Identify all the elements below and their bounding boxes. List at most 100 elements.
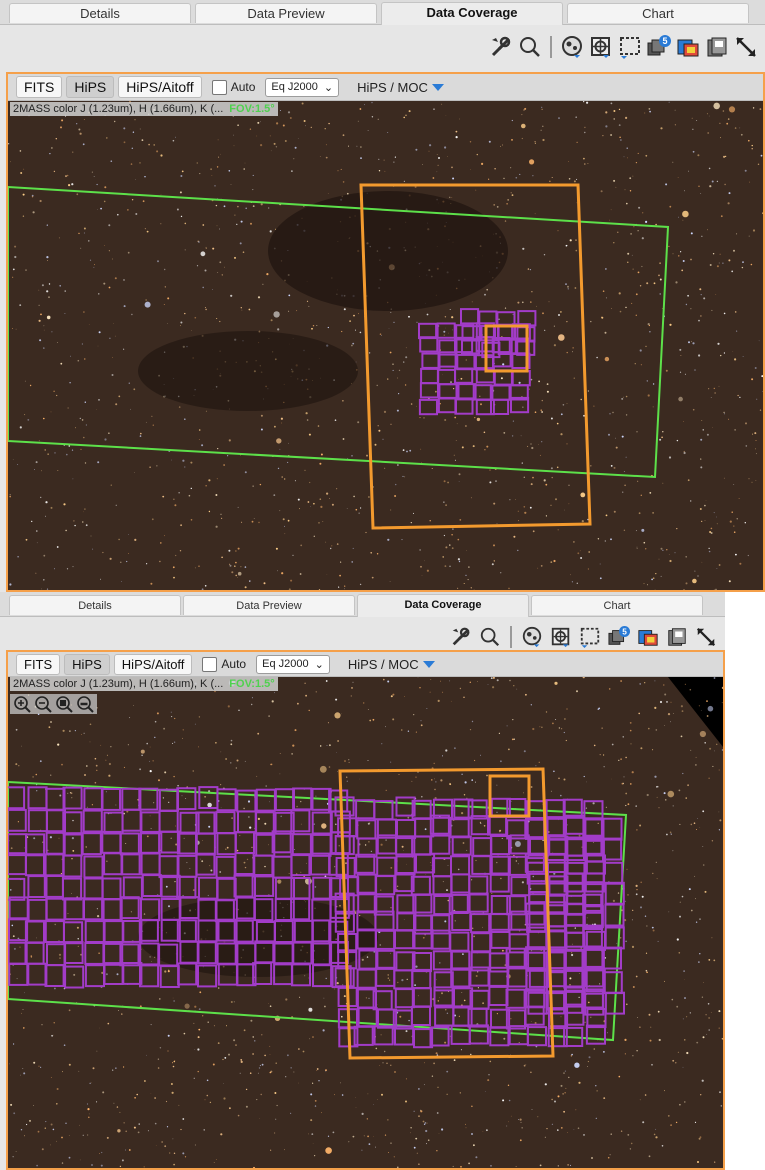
- star: [429, 520, 431, 522]
- zoom-in-icon[interactable]: [12, 695, 32, 713]
- hips-button[interactable]: HiPS: [66, 76, 115, 98]
- star: [81, 419, 84, 421]
- star: [165, 1100, 168, 1103]
- hips-button[interactable]: HiPS: [64, 653, 110, 675]
- color-icon[interactable]: [675, 34, 701, 60]
- selection-icon[interactable]: [617, 34, 643, 60]
- star: [257, 817, 260, 820]
- star: [208, 479, 211, 482]
- sky-viewer[interactable]: FITS HiPS HiPS/Aitoff Auto Eq J2000 ⌄ HiP…: [6, 650, 725, 1170]
- sky-viewer[interactable]: FITS HiPS HiPS/Aitoff Auto Eq J2000 ⌄ HiP…: [6, 72, 765, 592]
- caret-down-icon: [431, 83, 444, 91]
- hips-select-icon[interactable]: [519, 624, 545, 650]
- star: [684, 997, 686, 999]
- star: [458, 473, 461, 476]
- fits-button[interactable]: FITS: [16, 76, 63, 98]
- zoom-fit-icon[interactable]: [54, 695, 74, 713]
- checkbox-box[interactable]: [211, 79, 227, 95]
- auto-checkbox[interactable]: Auto: [211, 79, 255, 95]
- star: [291, 170, 293, 172]
- hips-aitoff-button[interactable]: HiPS/Aitoff: [113, 653, 193, 675]
- star: [43, 325, 45, 327]
- color-icon[interactable]: [635, 624, 661, 650]
- target-icon[interactable]: [588, 34, 614, 60]
- star: [164, 970, 167, 973]
- star: [150, 828, 152, 830]
- star: [660, 575, 662, 577]
- tab-details[interactable]: Details: [9, 595, 181, 615]
- coord-system-select[interactable]: Eq J2000 ⌄: [256, 654, 330, 674]
- star: [340, 1082, 341, 1084]
- moc-tile: [412, 893, 433, 914]
- sky-image[interactable]: [8, 101, 763, 592]
- star: [648, 108, 651, 110]
- tab-details[interactable]: Details: [9, 3, 191, 23]
- star: [435, 781, 437, 783]
- star: [635, 805, 637, 807]
- checkbox-box[interactable]: [202, 656, 218, 672]
- star: [27, 419, 30, 421]
- hips-moc-menu[interactable]: HiPS / MOC: [348, 657, 435, 672]
- star: [268, 844, 269, 846]
- fits-button[interactable]: FITS: [16, 653, 61, 675]
- star: [32, 776, 34, 778]
- layers-icon[interactable]: 5: [646, 34, 672, 60]
- star: [161, 1141, 163, 1143]
- star: [198, 1028, 201, 1031]
- zoom-icon[interactable]: [517, 34, 543, 60]
- moc-tile: [83, 855, 104, 879]
- tab-data-preview[interactable]: Data Preview: [183, 595, 355, 615]
- star: [637, 480, 639, 482]
- zoom-icon[interactable]: [477, 624, 503, 650]
- sky-image[interactable]: [8, 677, 723, 1170]
- star: [459, 1092, 461, 1094]
- star: [706, 1033, 708, 1035]
- star: [347, 192, 349, 195]
- star: [294, 729, 297, 732]
- star: [442, 374, 443, 376]
- selection-icon[interactable]: [577, 624, 603, 650]
- star: [316, 1068, 319, 1070]
- zoom-fill-icon[interactable]: [75, 695, 95, 713]
- tab-data-preview[interactable]: Data Preview: [195, 3, 377, 23]
- star: [305, 125, 306, 127]
- star: [678, 952, 681, 954]
- star: [556, 466, 559, 469]
- expand-icon[interactable]: [693, 624, 719, 650]
- tab-data-coverage[interactable]: Data Coverage: [381, 2, 563, 25]
- auto-checkbox[interactable]: Auto: [202, 656, 246, 672]
- star: [237, 506, 239, 508]
- star: [223, 205, 226, 208]
- star: [351, 455, 353, 457]
- star: [380, 1034, 382, 1036]
- save-icon[interactable]: [704, 34, 730, 60]
- star: [130, 911, 132, 913]
- star: [38, 440, 40, 442]
- star: [212, 1063, 215, 1066]
- star: [184, 249, 186, 251]
- star: [487, 1079, 490, 1082]
- tools-icon[interactable]: [488, 34, 514, 60]
- tab-chart[interactable]: Chart: [567, 3, 749, 23]
- layers-icon[interactable]: 5: [606, 624, 632, 650]
- save-icon[interactable]: [664, 624, 690, 650]
- star: [684, 683, 687, 685]
- hips-moc-menu[interactable]: HiPS / MOC: [357, 80, 444, 95]
- tools-icon[interactable]: [448, 624, 474, 650]
- tab-data-coverage[interactable]: Data Coverage: [357, 594, 529, 617]
- hips-aitoff-button[interactable]: HiPS/Aitoff: [118, 76, 202, 98]
- star: [424, 1062, 425, 1064]
- expand-icon[interactable]: [733, 34, 759, 60]
- hips-select-icon[interactable]: [559, 34, 585, 60]
- star: [424, 934, 426, 936]
- star: [415, 1137, 418, 1140]
- tab-chart[interactable]: Chart: [531, 595, 703, 615]
- star: [396, 885, 399, 887]
- star: [419, 549, 421, 551]
- target-icon[interactable]: [548, 624, 574, 650]
- star: [373, 1136, 374, 1137]
- moc-tile: [177, 962, 198, 986]
- star: [282, 518, 285, 521]
- coord-system-select[interactable]: Eq J2000 ⌄: [265, 77, 340, 97]
- zoom-out-icon[interactable]: [33, 695, 53, 713]
